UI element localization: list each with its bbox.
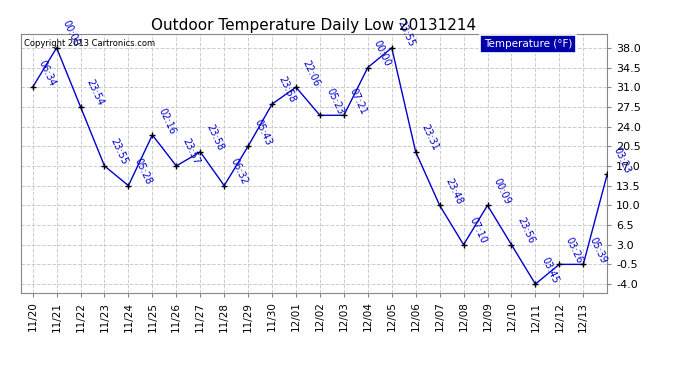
Text: 05:43: 05:43: [253, 117, 273, 147]
Text: 22:06: 22:06: [300, 58, 321, 88]
Text: 00:09: 00:09: [492, 177, 513, 206]
Text: 03:45: 03:45: [540, 255, 560, 285]
Text: 05:23: 05:23: [324, 86, 345, 116]
Text: 23:55: 23:55: [396, 19, 417, 48]
Text: 23:57: 23:57: [181, 137, 201, 166]
Text: 05:28: 05:28: [132, 157, 153, 186]
Text: 03:23: 03:23: [611, 146, 632, 175]
Text: 23:58: 23:58: [276, 75, 297, 105]
Text: 23:48: 23:48: [444, 176, 464, 206]
Text: 05:39: 05:39: [587, 236, 609, 265]
Title: Outdoor Temperature Daily Low 20131214: Outdoor Temperature Daily Low 20131214: [151, 18, 477, 33]
Text: 23:56: 23:56: [515, 216, 537, 245]
Text: 00:00: 00:00: [61, 19, 81, 48]
Text: 02:16: 02:16: [157, 106, 177, 136]
Text: 07:21: 07:21: [348, 86, 369, 116]
Text: 00:00: 00:00: [372, 39, 393, 68]
Text: 07:10: 07:10: [468, 216, 489, 245]
Text: 23:54: 23:54: [85, 78, 106, 108]
Text: 03:26: 03:26: [564, 236, 584, 265]
Text: 23:31: 23:31: [420, 123, 441, 153]
Text: 06:34: 06:34: [37, 58, 58, 88]
Text: 23:55: 23:55: [108, 137, 130, 166]
Text: Copyright 2013 Cartronics.com: Copyright 2013 Cartronics.com: [23, 39, 155, 48]
Text: Temperature (°F): Temperature (°F): [484, 39, 573, 49]
Text: 06:32: 06:32: [228, 157, 249, 186]
Text: 23:58: 23:58: [204, 123, 226, 153]
